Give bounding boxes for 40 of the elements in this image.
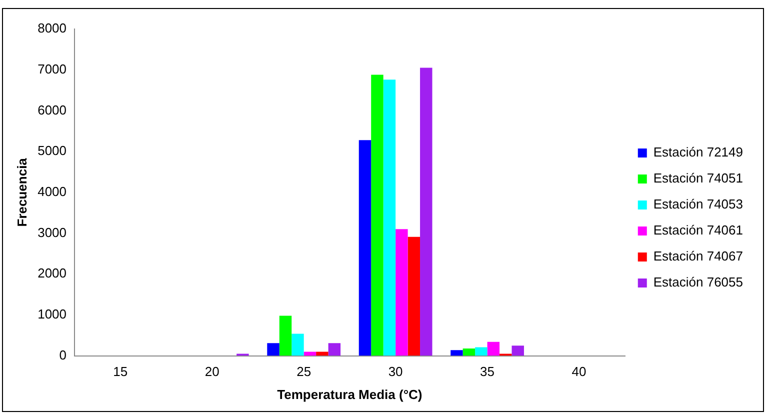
bar	[383, 80, 396, 356]
bar	[371, 74, 384, 356]
x-tick-label: 40	[572, 364, 586, 380]
bar	[408, 236, 420, 356]
bar	[475, 347, 488, 356]
y-axis-title: Frecuencia	[14, 157, 30, 227]
bar	[396, 229, 408, 356]
bar	[267, 343, 280, 356]
legend-label: Estación 74061	[653, 222, 743, 238]
bar	[328, 343, 341, 356]
y-tick-label: 4000	[38, 184, 67, 199]
legend-label: Estación 76055	[653, 274, 743, 290]
x-tick-label: 35	[480, 364, 495, 380]
legend-label: Estación 74053	[653, 196, 743, 212]
x-tick-label: 30	[388, 364, 403, 380]
y-tick-label: 6000	[38, 102, 67, 118]
bar	[304, 352, 316, 356]
bar	[279, 316, 292, 356]
bar	[462, 348, 476, 356]
legend-label: Estación 72149	[653, 144, 743, 160]
x-tick-label: 15	[113, 364, 128, 380]
y-tick-label: 1000	[38, 306, 67, 322]
legend-label: Estación 74051	[653, 170, 743, 186]
x-axis-title: Temperatura Media (°C)	[277, 386, 422, 402]
x-tick-label: 25	[296, 364, 312, 380]
bar	[487, 342, 500, 356]
bar	[316, 352, 328, 356]
y-tick-label: 7000	[38, 61, 67, 76]
bar	[512, 346, 524, 356]
bar	[450, 350, 463, 356]
y-tick-label: 8000	[38, 20, 67, 36]
x-tick-label: 20	[204, 364, 220, 380]
bar	[420, 68, 432, 356]
y-tick-label: 5000	[38, 143, 67, 158]
bar	[292, 334, 304, 356]
y-tick-label: 2000	[38, 266, 67, 281]
y-tick-label: 3000	[38, 224, 67, 240]
legend-label: Estación 74067	[653, 248, 743, 264]
bar	[358, 140, 372, 356]
y-tick-label: 0	[59, 347, 67, 362]
